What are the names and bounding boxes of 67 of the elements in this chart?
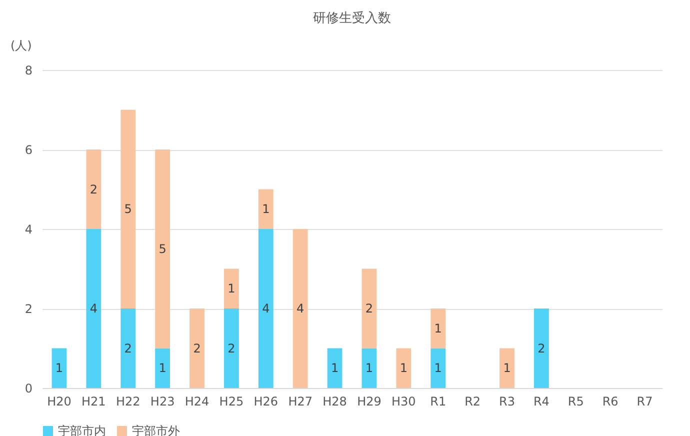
bar xyxy=(258,189,274,229)
y-tick-label: 2 xyxy=(24,302,32,316)
data-label: 1 xyxy=(434,361,442,376)
bar xyxy=(258,229,274,388)
data-label: 2 xyxy=(193,341,201,356)
data-label: 1 xyxy=(503,361,511,376)
bar xyxy=(396,348,412,388)
bar xyxy=(292,229,308,388)
x-tick-label: H21 xyxy=(82,394,106,408)
x-tick-label: H23 xyxy=(150,394,175,408)
bar xyxy=(86,229,102,388)
data-label: 2 xyxy=(124,341,132,356)
data-label: 4 xyxy=(296,302,304,316)
bar xyxy=(430,348,446,388)
y-tick-label: 6 xyxy=(24,143,32,157)
x-tick-label: H24 xyxy=(184,394,210,408)
y-axis-title: (人) xyxy=(10,38,32,52)
bar xyxy=(155,150,170,348)
x-tick-label: H20 xyxy=(47,394,72,408)
bar xyxy=(120,110,136,308)
bar xyxy=(224,268,239,308)
data-label: 1 xyxy=(228,282,236,296)
x-tick-label: R1 xyxy=(430,394,446,408)
x-tick-label: H22 xyxy=(116,394,140,408)
bar xyxy=(500,348,514,388)
y-tick-label: 0 xyxy=(24,382,32,396)
bar xyxy=(430,308,446,348)
data-label: 1 xyxy=(330,361,339,376)
data-label: 4 xyxy=(262,302,270,316)
data-label: 5 xyxy=(158,242,166,256)
x-tick-label: H30 xyxy=(392,394,416,408)
x-tick-label: R5 xyxy=(568,394,584,408)
data-label: 2 xyxy=(365,302,374,316)
bar xyxy=(86,150,102,229)
chart-title: 研修生受入数 xyxy=(313,11,391,26)
bar xyxy=(190,308,204,388)
y-tick-label: 8 xyxy=(24,64,32,78)
bar xyxy=(224,308,239,388)
bar xyxy=(534,308,549,388)
data-label: 2 xyxy=(538,341,546,356)
x-tick-label: R3 xyxy=(499,394,515,408)
x-tick-label: H28 xyxy=(322,394,347,408)
bar xyxy=(362,268,377,348)
x-tick-label: R6 xyxy=(602,394,618,408)
data-label: 2 xyxy=(228,341,236,356)
bar xyxy=(52,348,67,388)
x-tick-label: R7 xyxy=(636,394,653,408)
data-label: 1 xyxy=(262,202,270,216)
data-label: 2 xyxy=(90,182,98,196)
data-label: 1 xyxy=(55,361,64,376)
x-tick-label: H26 xyxy=(254,394,278,408)
data-label: 1 xyxy=(434,321,442,336)
data-label: 4 xyxy=(90,302,98,316)
data-label: 1 xyxy=(158,361,166,376)
x-tick-label: H25 xyxy=(219,394,244,408)
x-tick-label: H27 xyxy=(288,394,312,408)
data-label: 1 xyxy=(400,361,408,376)
x-tick-label: H29 xyxy=(357,394,382,408)
bar xyxy=(327,348,342,388)
bar xyxy=(155,348,170,388)
x-tick-label: R2 xyxy=(464,394,481,408)
bar xyxy=(120,308,136,388)
x-tick-label: R4 xyxy=(533,394,550,408)
bar xyxy=(362,348,377,388)
y-tick-label: 4 xyxy=(24,222,32,236)
data-label: 5 xyxy=(124,202,132,216)
data-label: 1 xyxy=(365,361,374,376)
